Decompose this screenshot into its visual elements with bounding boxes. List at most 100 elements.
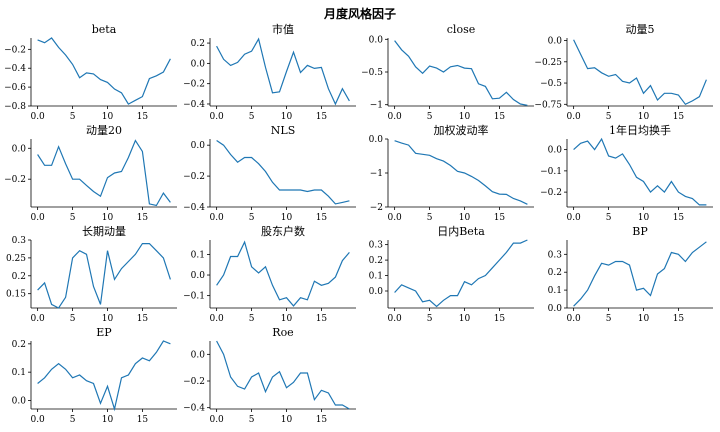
x-tick-label: 15 — [316, 415, 328, 425]
x-tick-label: 0.0 — [209, 213, 224, 223]
series-line — [394, 40, 528, 106]
subplot-title: 长期动量 — [82, 225, 126, 238]
x-tick-label: 10 — [102, 314, 114, 324]
x-tick-label: 0.0 — [30, 314, 45, 324]
subplot-title: 市值 — [272, 22, 294, 36]
subplot-panel: 长期动量 0.15 0.2 0.25 0.3 0.0 5 10 15 — [6, 225, 177, 324]
y-tick-label: −0.4 — [183, 100, 205, 110]
x-tick-label: 0.0 — [30, 112, 45, 122]
x-tick-label: 15 — [316, 213, 328, 223]
x-tick-label: 15 — [137, 415, 149, 425]
y-tick-label: −1 — [370, 101, 383, 111]
x-tick-label: 5 — [70, 415, 76, 425]
subplot-panel: BP 0.0 0.1 0.2 0.3 0.0 5 10 15 — [548, 225, 713, 324]
figure-title: 月度风格因子 — [323, 6, 396, 21]
x-tick-label: 15 — [316, 314, 328, 324]
y-tick-label: 0.2 — [191, 39, 205, 49]
y-tick-label: −0.5 — [361, 68, 383, 78]
x-tick-label: 10 — [281, 415, 293, 425]
y-tick-label: 0.2 — [369, 256, 383, 266]
subplot-title: 股东户数 — [261, 224, 305, 238]
y-tick-label: −0.4 — [183, 203, 205, 213]
x-tick-label: 0.0 — [209, 112, 224, 122]
x-tick-label: 10 — [281, 314, 293, 324]
series-line — [37, 243, 171, 309]
x-tick-label: 15 — [137, 112, 149, 122]
subplot-title: BP — [632, 225, 648, 238]
subplot-title: beta — [92, 23, 117, 36]
y-tick-label: −0.2 — [183, 377, 205, 387]
y-tick-label: −0.2 — [183, 80, 205, 90]
x-tick-label: 5 — [249, 415, 255, 425]
x-tick-label: 10 — [281, 112, 293, 122]
x-tick-label: 0.0 — [566, 213, 581, 223]
x-tick-label: 10 — [638, 112, 650, 122]
subplot-title: Roe — [272, 326, 293, 339]
subplot-title: 动量20 — [86, 124, 122, 137]
y-tick-label: −0.1 — [540, 167, 562, 177]
subplot-title: EP — [96, 326, 112, 339]
y-tick-label: −0.2 — [4, 45, 26, 55]
y-tick-label: 0.2 — [12, 340, 26, 350]
x-tick-label: 0.0 — [387, 314, 402, 324]
x-tick-label: 0.0 — [30, 213, 45, 223]
y-tick-label: −0.75 — [534, 100, 562, 110]
series-line — [573, 241, 707, 307]
y-tick-label: 0.0 — [369, 135, 384, 145]
y-tick-label: 0.3 — [548, 250, 563, 260]
series-line — [394, 239, 528, 308]
y-tick-label: 0.0 — [191, 350, 206, 360]
x-tick-label: 10 — [638, 314, 650, 324]
x-tick-label: 15 — [673, 213, 685, 223]
subplot-panel: EP 0.0 0.1 0.2 0.0 5 10 15 — [12, 326, 177, 425]
y-tick-label: 0.1 — [369, 272, 383, 282]
y-tick-label: 0.1 — [191, 250, 205, 260]
y-tick-label: 0.0 — [12, 144, 27, 154]
x-tick-label: 15 — [137, 314, 149, 324]
x-tick-label: 0.0 — [209, 314, 224, 324]
y-tick-label: −0.8 — [4, 102, 26, 112]
y-tick-label: −0.5 — [540, 79, 562, 89]
y-tick-label: −0.6 — [4, 83, 26, 93]
subplot-title: close — [447, 23, 475, 36]
x-tick-label: 10 — [281, 213, 293, 223]
y-tick-label: 0.15 — [6, 290, 26, 300]
x-tick-label: 5 — [70, 112, 76, 122]
x-tick-label: 10 — [102, 415, 114, 425]
subplot-panel: 股东户数 −0.1 0.0 0.1 0.0 5 10 15 — [183, 224, 356, 324]
y-tick-label: 0.2 — [548, 268, 562, 278]
x-tick-label: 5 — [70, 314, 76, 324]
x-tick-label: 5 — [606, 213, 612, 223]
series-line — [216, 340, 350, 410]
x-tick-label: 5 — [249, 213, 255, 223]
x-tick-label: 15 — [673, 314, 685, 324]
subplot-title: 加权波动率 — [434, 123, 489, 137]
x-tick-label: 5 — [427, 314, 433, 324]
subplot-panel: 动量5 −0.75 −0.5 −0.25 0.0 0.0 5 10 15 — [534, 23, 713, 122]
subplot-panel: 1年日均换手 −0.2 −0.1 0.0 0.0 5 10 15 — [540, 123, 713, 223]
y-tick-label: 0.3 — [369, 241, 384, 251]
subplot-panel: close −1 −0.5 0.0 0.0 5 10 15 — [361, 23, 534, 122]
y-tick-label: 0.0 — [369, 35, 384, 45]
x-tick-label: 0.0 — [387, 112, 402, 122]
y-tick-label: −1 — [370, 169, 383, 179]
y-tick-label: −0.4 — [183, 404, 205, 414]
y-tick-label: −2 — [370, 203, 383, 213]
x-tick-label: 5 — [427, 213, 433, 223]
x-tick-label: 5 — [606, 314, 612, 324]
y-tick-label: 0.0 — [369, 287, 384, 297]
series-line — [394, 140, 528, 205]
x-tick-label: 15 — [316, 112, 328, 122]
x-tick-label: 10 — [102, 213, 114, 223]
x-tick-label: 5 — [249, 314, 255, 324]
y-tick-label: 0.0 — [548, 37, 563, 47]
subplot-title: 1年日均换手 — [609, 123, 671, 137]
x-tick-label: 0.0 — [209, 415, 224, 425]
subplot-title: 动量5 — [626, 23, 655, 36]
series-line — [573, 137, 707, 206]
y-tick-label: −0.1 — [183, 292, 205, 302]
x-tick-label: 10 — [102, 112, 114, 122]
x-tick-label: 0.0 — [566, 112, 581, 122]
x-tick-label: 5 — [70, 213, 76, 223]
x-tick-label: 10 — [459, 213, 471, 223]
